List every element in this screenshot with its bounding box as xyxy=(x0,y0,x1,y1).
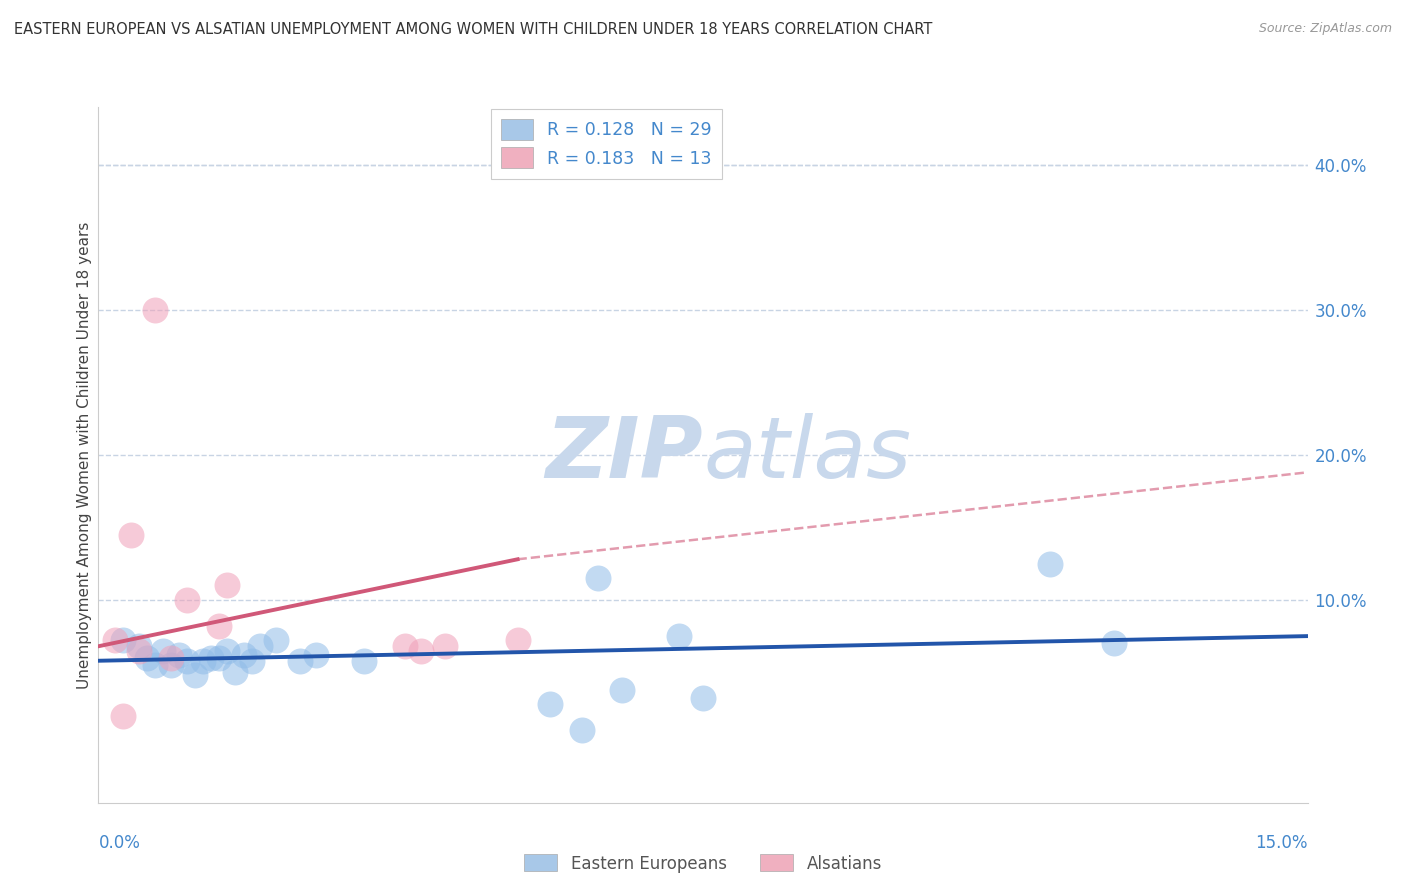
Point xyxy=(434,639,457,653)
Point xyxy=(208,619,231,633)
Point xyxy=(232,648,254,662)
Text: 0.0%: 0.0% xyxy=(98,834,141,852)
Point xyxy=(305,648,328,662)
Point xyxy=(160,658,183,673)
Point xyxy=(692,691,714,706)
Point xyxy=(143,303,166,318)
Point xyxy=(394,639,416,653)
Point xyxy=(167,648,190,662)
Point xyxy=(224,665,246,680)
Point xyxy=(152,643,174,657)
Text: atlas: atlas xyxy=(703,413,911,497)
Text: Source: ZipAtlas.com: Source: ZipAtlas.com xyxy=(1258,22,1392,36)
Y-axis label: Unemployment Among Women with Children Under 18 years: Unemployment Among Women with Children U… xyxy=(77,221,91,689)
Legend: R = 0.128   N = 29, R = 0.183   N = 13: R = 0.128 N = 29, R = 0.183 N = 13 xyxy=(491,109,721,179)
Point xyxy=(120,527,142,541)
Point xyxy=(176,654,198,668)
Point xyxy=(668,629,690,643)
Point xyxy=(264,633,287,648)
Point xyxy=(160,651,183,665)
Point xyxy=(586,571,609,585)
Point xyxy=(208,651,231,665)
Point xyxy=(217,643,239,657)
Legend: Eastern Europeans, Alsatians: Eastern Europeans, Alsatians xyxy=(517,847,889,880)
Point xyxy=(200,651,222,665)
Point xyxy=(176,592,198,607)
Point xyxy=(612,682,634,697)
Point xyxy=(1039,557,1062,571)
Point xyxy=(288,654,311,668)
Point xyxy=(506,633,529,648)
Text: ZIP: ZIP xyxy=(546,413,703,497)
Point xyxy=(353,654,375,668)
Point xyxy=(1102,636,1125,650)
Point xyxy=(538,698,561,712)
Point xyxy=(111,633,134,648)
Point xyxy=(217,578,239,592)
Point xyxy=(128,639,150,653)
Point xyxy=(135,651,157,665)
Point xyxy=(409,643,432,657)
Text: EASTERN EUROPEAN VS ALSATIAN UNEMPLOYMENT AMONG WOMEN WITH CHILDREN UNDER 18 YEA: EASTERN EUROPEAN VS ALSATIAN UNEMPLOYMEN… xyxy=(14,22,932,37)
Text: 15.0%: 15.0% xyxy=(1256,834,1308,852)
Point xyxy=(103,633,125,648)
Point xyxy=(193,654,215,668)
Point xyxy=(143,658,166,673)
Point xyxy=(249,639,271,653)
Point xyxy=(128,643,150,657)
Point xyxy=(571,723,593,738)
Point xyxy=(111,708,134,723)
Point xyxy=(184,668,207,682)
Point xyxy=(240,654,263,668)
